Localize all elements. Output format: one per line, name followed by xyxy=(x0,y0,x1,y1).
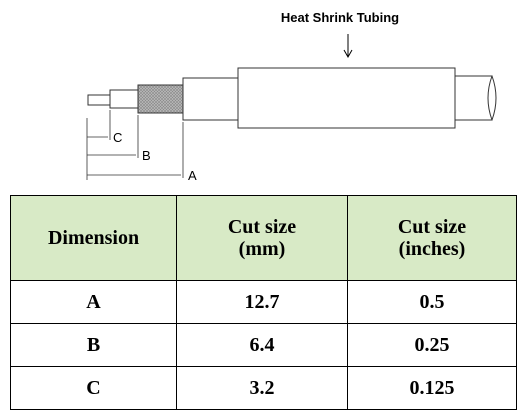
table-cell: B xyxy=(10,323,177,367)
jacket xyxy=(182,77,239,121)
table-cell: A xyxy=(10,280,177,324)
table-cell: 0.5 xyxy=(347,280,517,324)
pin xyxy=(87,94,111,106)
heat-shrink xyxy=(237,67,456,129)
dielectric xyxy=(109,89,139,109)
table-cell: 0.125 xyxy=(347,366,517,410)
jacket-curve xyxy=(491,75,497,121)
tubing-label: Heat Shrink Tubing xyxy=(281,10,399,25)
jacket-end xyxy=(454,75,493,121)
cut-table: Dimension Cut size (mm) Cut size (inches… xyxy=(10,195,517,410)
dim-label: A xyxy=(188,168,197,183)
header-cell: Dimension xyxy=(10,195,177,281)
table-row: C 3.2 0.125 xyxy=(10,366,517,410)
table-cell: 6.4 xyxy=(176,323,348,367)
braid xyxy=(137,84,184,114)
header-cell: Cut size (inches) xyxy=(347,195,517,281)
header-cell: Cut size (mm) xyxy=(176,195,348,281)
dim-label: B xyxy=(142,148,151,163)
table-row: B 6.4 0.25 xyxy=(10,323,517,367)
table-cell: C xyxy=(10,366,177,410)
header-text: Dimension xyxy=(47,227,140,249)
table-cell: 3.2 xyxy=(176,366,348,410)
table-row: A 12.7 0.5 xyxy=(10,280,517,324)
cable-diagram: Heat Shrink Tubing C B A xyxy=(86,10,497,183)
header-text: Cut size (inches) xyxy=(397,216,467,260)
arrow-head xyxy=(343,49,353,59)
header-text: Cut size (mm) xyxy=(227,216,297,260)
header-row: Dimension Cut size (mm) Cut size (inches… xyxy=(10,195,517,281)
table-cell: 0.25 xyxy=(347,323,517,367)
table-cell: 12.7 xyxy=(176,280,348,324)
dim-label: C xyxy=(113,130,122,145)
table-body: A 12.7 0.5 B 6.4 0.25 C 3.2 0.125 xyxy=(10,280,517,410)
